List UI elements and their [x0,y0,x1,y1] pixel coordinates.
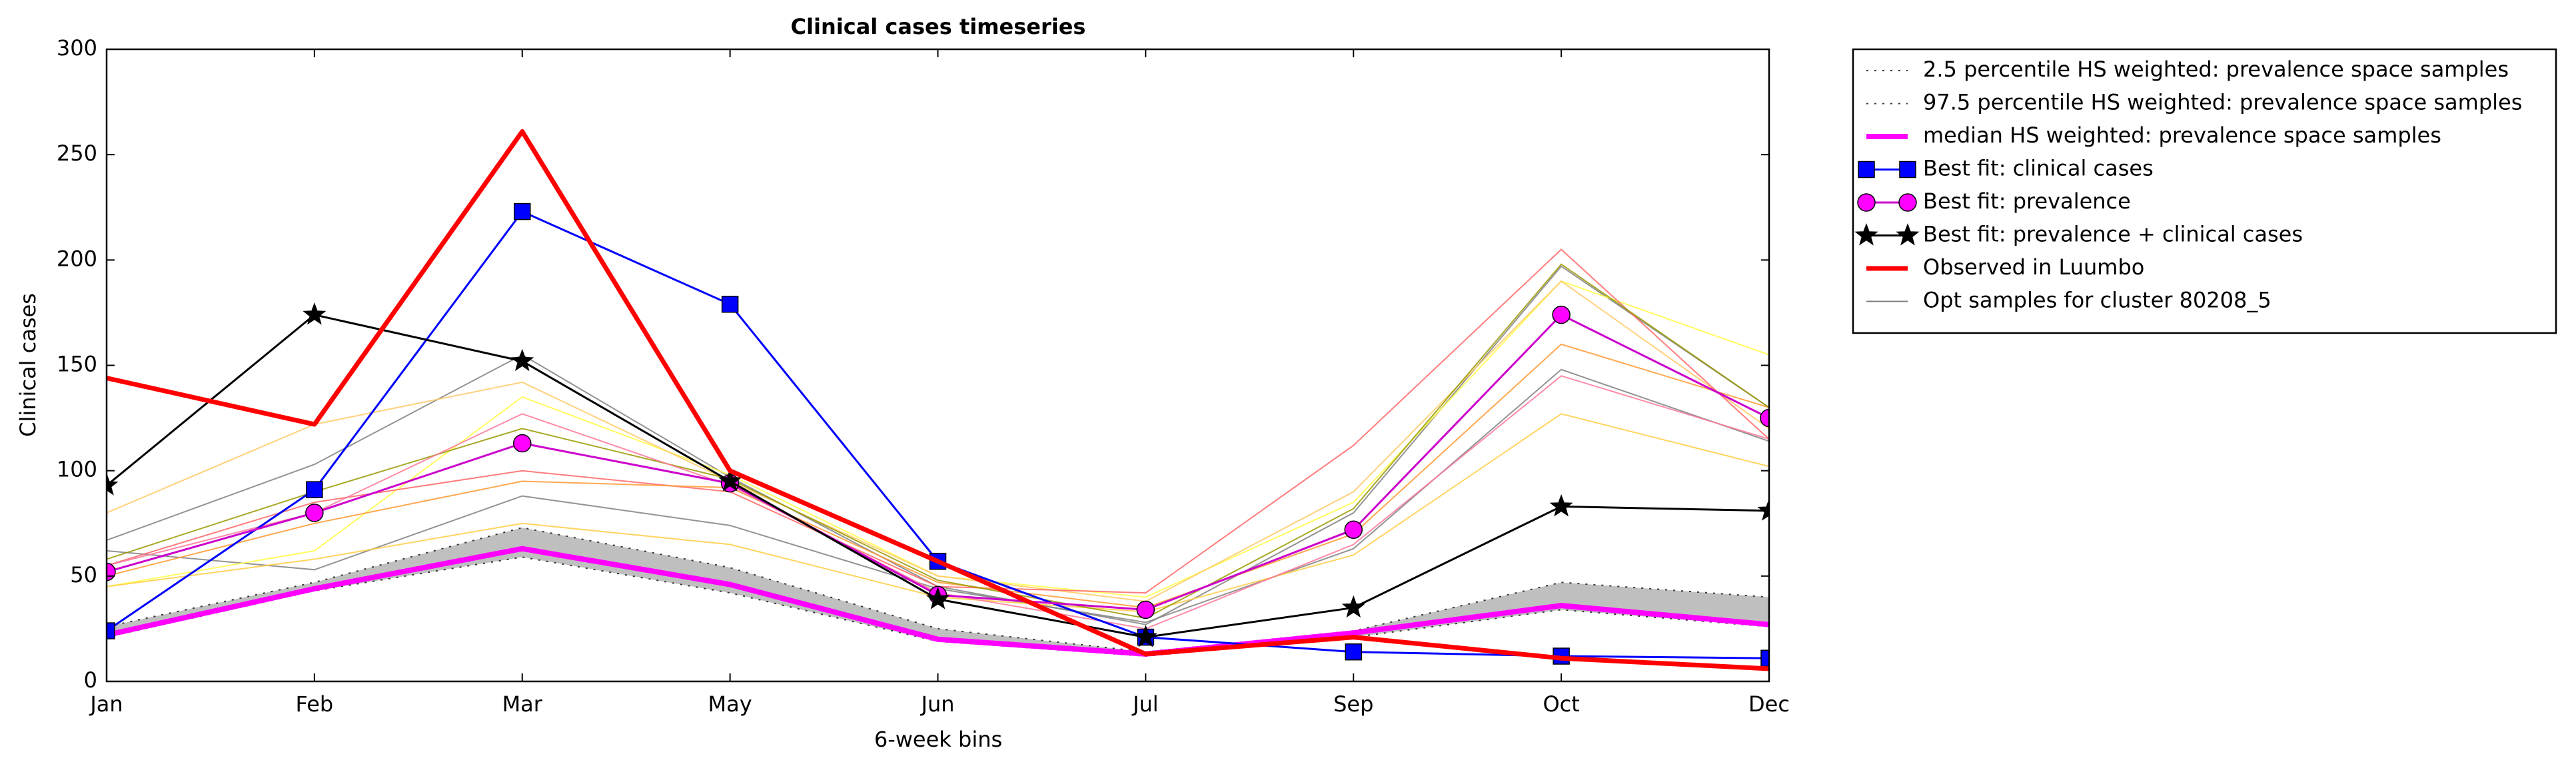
sample-line [107,280,1769,598]
sample-line [107,280,1769,602]
marker [514,202,531,220]
marker [1345,643,1362,661]
marker [1341,595,1365,618]
marker [1760,408,1769,428]
marker [513,434,532,453]
series-line [107,546,1769,657]
marker [1854,223,1878,246]
marker [1899,161,1916,179]
percentile-band [107,528,1769,657]
y-tick-label: 300 [57,35,97,61]
marker [1760,649,1769,667]
y-tick-label: 150 [57,352,97,377]
marker [306,481,323,498]
legend-label: Opt samples for cluster 80208_5 [1923,288,2271,313]
marker [1549,494,1573,517]
y-tick-label: 0 [84,667,97,693]
legend-label: 97.5 percentile HS weighted: prevalence … [1923,90,2522,115]
x-tick-label: Jun [920,691,955,717]
x-tick-label: Jan [89,691,123,717]
y-axis-label: Clinical cases [15,293,41,437]
x-tick-label: Sep [1333,691,1373,717]
legend-label: Best fit: prevalence + clinical cases [1923,222,2303,247]
marker [718,469,742,492]
sample-line [107,265,1769,625]
legend-box [1852,48,2557,334]
series-line [107,129,1769,671]
y-tick-label: 50 [70,562,97,587]
x-tick-label: May [708,691,752,717]
legend-label: Best fit: prevalence [1923,189,2131,214]
series-line [107,527,1769,653]
marker [721,296,739,313]
legend-label: 2.5 percentile HS weighted: prevalence s… [1923,57,2509,82]
sample-line [107,248,1769,594]
legend-label: median HS weighted: prevalence space sam… [1923,123,2441,148]
marker [107,473,119,496]
marker [1133,625,1157,647]
x-tick-label: Oct [1543,691,1579,717]
y-tick-label: 200 [57,246,97,271]
marker [107,622,115,639]
y-tick-label: 100 [57,457,97,482]
x-tick-label: Mar [502,691,543,717]
x-tick-label: Dec [1748,691,1790,717]
marker [1898,193,1917,212]
sample-line [107,343,1769,609]
x-tick-label: Feb [296,691,334,717]
x-tick-label: Jul [1131,691,1159,717]
plot-area [107,129,1769,671]
marker [1857,193,1876,212]
sample-line [107,263,1769,619]
marker [1552,305,1571,324]
y-tick-label: 250 [57,141,97,166]
marker [1757,498,1769,521]
marker [305,504,324,522]
x-axis-label: 6-week bins [874,727,1002,752]
marker [510,348,534,372]
marker [1344,520,1363,539]
marker [1858,161,1875,179]
marker [1136,600,1155,619]
legend-label: Observed in Luumbo [1923,254,2144,280]
marker [1896,223,1920,246]
marker [303,302,326,325]
chart-title: Clinical cases timeseries [791,14,1086,39]
marker [926,587,950,609]
legend-label: Best fit: clinical cases [1923,156,2154,181]
